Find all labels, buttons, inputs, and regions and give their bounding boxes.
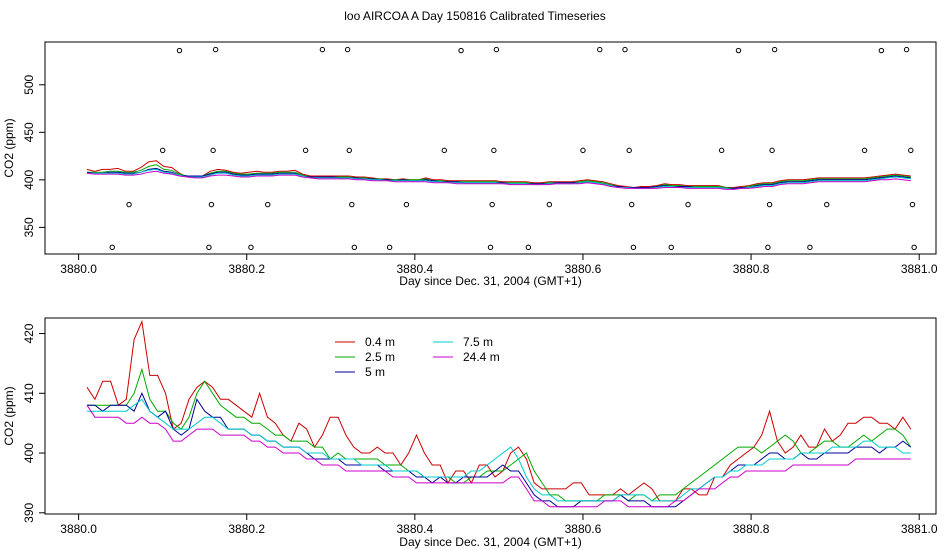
data-marker xyxy=(491,147,497,154)
y-tick-label: 410 xyxy=(22,383,36,403)
data-marker xyxy=(807,244,813,251)
data-marker xyxy=(861,147,868,154)
y-tick-label: 350 xyxy=(22,217,36,237)
data-marker xyxy=(248,244,254,251)
data-marker xyxy=(210,147,216,154)
data-marker xyxy=(735,47,742,54)
x-tick-label: 3880.8 xyxy=(733,522,770,536)
x-axis-label: Day since Dec. 31, 2004 (GMT+1) xyxy=(399,535,581,549)
data-marker xyxy=(319,46,326,53)
data-marker xyxy=(344,46,351,53)
x-tick-label: 3880.0 xyxy=(60,522,97,536)
data-marker xyxy=(903,46,910,53)
series-line xyxy=(86,404,911,508)
chart-title: loo AIRCOA A Day 150816 Calibrated Times… xyxy=(344,9,606,23)
legend-label: 5 m xyxy=(365,365,385,379)
data-marker xyxy=(109,244,115,251)
data-marker xyxy=(487,244,494,251)
data-marker xyxy=(525,244,532,251)
y-tick-label: 420 xyxy=(22,323,36,343)
data-marker xyxy=(349,201,355,208)
data-marker xyxy=(212,46,219,53)
legend-label: 0.4 m xyxy=(365,335,395,349)
data-marker xyxy=(766,201,773,208)
series-line xyxy=(86,319,912,502)
data-marker xyxy=(176,47,183,54)
x-tick-label: 3880.4 xyxy=(396,522,433,536)
series-line xyxy=(86,170,911,190)
data-marker xyxy=(265,201,271,208)
y-tick-label: 400 xyxy=(22,170,36,190)
top-panel: 3880.0 3880.2 3880.4 3880.6 3880.8 3881.0 350 4… xyxy=(2,41,938,288)
x-tick-label: 3880.8 xyxy=(733,262,770,276)
data-marker xyxy=(878,47,885,54)
bottom-panel: 3880.0 3880.2 3880.4 3880.6 3880.8 3881.0 390 4… xyxy=(2,317,938,549)
y-axis-label: CO2 (ppm) xyxy=(2,118,16,177)
y-tick-label: 450 xyxy=(22,122,36,142)
data-marker xyxy=(911,244,917,251)
plot-frame xyxy=(44,41,937,255)
data-marker xyxy=(351,244,358,251)
series-line xyxy=(87,367,912,502)
data-marker xyxy=(630,244,637,251)
series-line xyxy=(87,398,911,502)
y-tick-label: 400 xyxy=(22,443,36,463)
data-marker xyxy=(668,244,674,251)
x-axis-label: Day since Dec. 31, 2004 (GMT+1) xyxy=(399,274,581,288)
x-tick-label: 3880.4 xyxy=(396,262,433,276)
series-line xyxy=(87,392,912,508)
data-marker xyxy=(626,147,632,154)
x-tick-label: 3880.6 xyxy=(565,262,602,276)
data-marker xyxy=(908,147,914,154)
data-marker xyxy=(208,201,215,208)
data-marker xyxy=(597,46,603,53)
data-marker xyxy=(765,244,771,251)
data-marker xyxy=(489,201,495,208)
data-marker xyxy=(441,147,447,154)
legend-label: 7.5 m xyxy=(463,335,493,349)
x-tick-label: 3880.2 xyxy=(228,522,265,536)
data-marker xyxy=(159,147,166,154)
legend-label: 24.4 m xyxy=(463,350,500,364)
series-line xyxy=(86,160,911,189)
x-tick-label: 3880.2 xyxy=(228,262,265,276)
y-tick-label: 390 xyxy=(22,502,36,522)
data-marker xyxy=(126,201,132,208)
legend-label: 2.5 m xyxy=(365,350,395,364)
x-tick-label: 3880.0 xyxy=(60,262,97,276)
data-marker xyxy=(346,147,352,154)
data-marker xyxy=(629,201,635,208)
data-marker xyxy=(622,46,628,53)
data-marker xyxy=(493,46,500,53)
data-marker xyxy=(403,201,410,208)
plot-frame xyxy=(44,317,937,515)
x-tick-label: 3881.0 xyxy=(901,262,938,276)
data-marker xyxy=(206,244,212,251)
x-tick-label: 3881.0 xyxy=(901,522,938,536)
data-marker xyxy=(718,147,725,154)
data-marker xyxy=(685,201,691,208)
x-tick-label: 3880.6 xyxy=(565,522,602,536)
data-marker xyxy=(386,244,393,251)
data-marker xyxy=(771,46,778,53)
data-marker xyxy=(302,147,309,154)
data-marker xyxy=(458,47,464,54)
data-marker xyxy=(769,147,775,154)
y-tick-label: 500 xyxy=(22,74,36,94)
series-line xyxy=(87,164,911,189)
y-axis-label: CO2 (ppm) xyxy=(2,386,16,445)
data-marker xyxy=(909,201,916,208)
data-marker xyxy=(546,201,553,208)
data-marker xyxy=(824,201,830,208)
data-marker xyxy=(580,147,586,154)
